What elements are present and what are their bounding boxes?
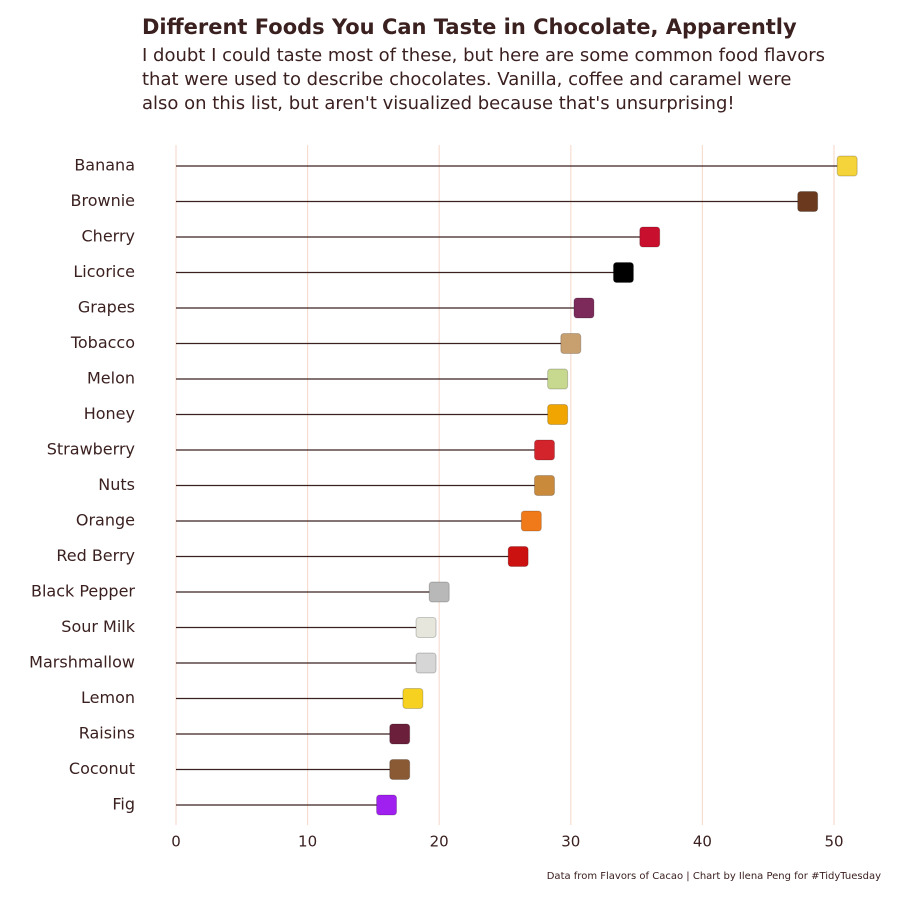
y-tick-label: Lemon [81,688,135,707]
y-tick-label: Honey [84,404,135,423]
lollipop-marker [389,759,411,780]
y-tick-label: Banana [74,156,135,175]
x-tick-label: 30 [561,833,580,851]
y-tick-label: Tobacco [70,333,135,352]
y-tick-label: Fig [112,795,135,814]
subtitle: I doubt I could taste most of these, but… [142,45,825,66]
lollipop-marker [507,546,529,567]
y-tick-label: Melon [87,369,135,388]
lollipop-marker [402,688,424,709]
y-tick-label: Cherry [82,227,136,246]
x-tick-label: 0 [171,833,181,851]
y-tick-label: Marshmallow [29,653,135,672]
lollipop-marker [612,262,634,283]
lollipop-marker [533,439,555,461]
y-tick-label: Raisins [79,724,135,743]
lollipop-marker [836,155,858,177]
x-tick-label: 50 [824,833,843,851]
lollipop-marker [389,723,411,745]
y-tick-label: Black Pepper [31,582,135,601]
lollipop-marker [415,617,437,638]
lollipop-marker [573,297,595,319]
chart-title: Different Foods You Can Taste in Chocola… [142,15,797,39]
lollipop-marker [547,368,569,390]
y-tick-label: Licorice [73,262,135,281]
lollipop-marker [428,581,450,603]
x-tick-label: 40 [693,833,712,851]
subtitle: that were used to describe chocolates. V… [142,69,791,90]
lollipop-marker [520,510,542,532]
y-tick-label: Sour Milk [61,617,135,636]
y-tick-label: Orange [76,511,135,530]
lollipop-marker [547,404,569,425]
x-tick-label: 10 [298,833,317,851]
y-tick-label: Red Berry [56,546,135,565]
lollipop-marker [376,794,398,816]
lollipop-marker [639,226,661,248]
y-tick-label: Grapes [78,298,135,317]
lollipop-marker [533,475,555,496]
lollipop-marker [560,333,582,354]
y-tick-label: Nuts [98,475,135,494]
lollipop-marker [415,652,437,674]
lollipop-marker [797,191,819,212]
x-tick-label: 20 [430,833,449,851]
y-tick-label: Coconut [69,759,135,778]
caption: Data from Flavors of Cacao | Chart by Il… [547,871,881,882]
y-tick-label: Brownie [70,191,135,210]
subtitle: also on this list, but aren't visualized… [142,93,735,114]
y-tick-label: Strawberry [47,440,135,459]
